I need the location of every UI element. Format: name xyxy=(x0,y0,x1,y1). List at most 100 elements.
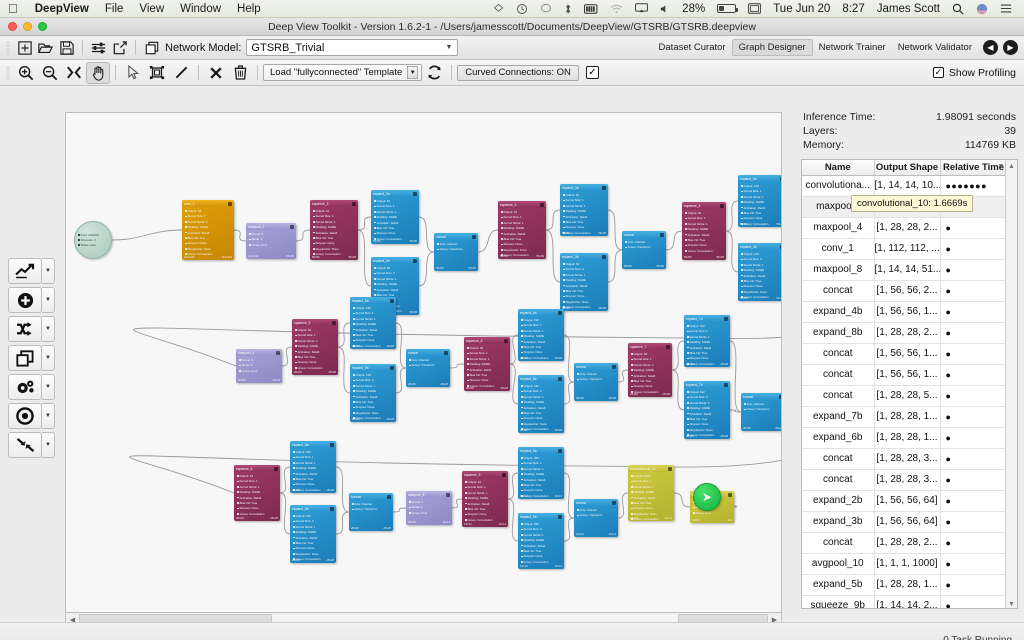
close-window-button[interactable] xyxy=(8,22,17,31)
select-box-icon[interactable] xyxy=(145,62,169,84)
mode-network-validator[interactable]: Network Validator xyxy=(897,42,972,53)
show-profiling-checkbox[interactable]: ✓ xyxy=(932,67,944,78)
node-menu-icon[interactable] xyxy=(558,448,562,453)
graph-end-node[interactable]: ➤ xyxy=(693,483,721,511)
fit-icon[interactable] xyxy=(62,62,86,84)
table-row[interactable]: expand_8b [1, 28, 28, 2... ● xyxy=(802,322,1008,344)
chevron-down-icon[interactable]: ▼ xyxy=(42,374,55,400)
node-menu-icon[interactable] xyxy=(602,185,606,190)
menu-help[interactable]: Help xyxy=(227,2,261,15)
node-menu-icon[interactable] xyxy=(558,376,562,381)
graph-node-concat_7[interactable]: concat Axis: channel Group: Transform 28x28… xyxy=(741,393,781,431)
line-icon[interactable] xyxy=(169,62,193,84)
zoom-out-icon[interactable] xyxy=(38,62,62,84)
graph-node-squeeze_4[interactable]: squeeze_4 Output: 32 Kernel Size: 1 Kernel … xyxy=(682,202,726,260)
bluetooth-icon[interactable] xyxy=(558,3,578,15)
target-dot-icon[interactable] xyxy=(8,403,42,429)
table-row[interactable]: avgpool_10 [1, 1, 1, 1000] ● xyxy=(802,553,1008,575)
node-menu-icon[interactable] xyxy=(444,350,448,355)
graph-node-concat_8[interactable]: concat Axis: channel Group: Transform 28x28… xyxy=(349,493,393,531)
table-row[interactable]: expand_7b [1, 28, 28, 1... ● xyxy=(802,406,1008,428)
layers-copy-icon[interactable] xyxy=(8,345,42,371)
chevron-down-icon[interactable]: ▼ xyxy=(42,432,55,458)
graph-node-expand_7b[interactable]: expand_7b Output: 192 Kernel Size: 3 Kernel… xyxy=(684,381,730,439)
scroll-down-arrow-icon[interactable]: ▼ xyxy=(1008,600,1015,608)
next-arrow-icon[interactable]: ▶ xyxy=(1003,40,1018,55)
table-row[interactable]: concat [1, 56, 56, 2... ● xyxy=(802,280,1008,302)
chevron-down-icon[interactable]: ▼ xyxy=(407,66,419,79)
menu-app-name[interactable]: DeepView xyxy=(25,2,89,15)
table-row[interactable]: expand_4b [1, 56, 56, 1... ● xyxy=(802,301,1008,323)
wifi-icon[interactable] xyxy=(604,4,629,14)
node-menu-icon[interactable] xyxy=(387,494,391,499)
graph-node-expand_3a[interactable]: expand_3a Output: 64 Kernel Size: 1 Kernel … xyxy=(560,184,608,236)
column-header-name[interactable]: Name xyxy=(802,160,875,176)
volume-icon[interactable] xyxy=(654,4,676,14)
node-menu-icon[interactable] xyxy=(612,364,616,369)
palette-item-gears[interactable]: ▼ xyxy=(8,374,62,400)
scroll-up-arrow-icon[interactable]: ▲ xyxy=(1008,162,1015,170)
node-menu-icon[interactable] xyxy=(472,234,476,239)
graph-node-concat_5[interactable]: concat Axis: channel Group: Transform 28x28… xyxy=(406,349,450,387)
node-menu-icon[interactable] xyxy=(332,320,336,325)
table-row[interactable]: concat [1, 28, 28, 3... ● xyxy=(802,448,1008,470)
search-icon[interactable] xyxy=(946,3,970,15)
delete-x-icon[interactable] xyxy=(204,62,228,84)
settings-sliders-icon[interactable] xyxy=(88,38,109,57)
graph-toolbar-grip[interactable] xyxy=(6,65,10,80)
dropbox-icon[interactable] xyxy=(487,3,510,14)
table-row[interactable]: expand_2b [1, 56, 56, 64] ● xyxy=(802,490,1008,512)
graph-node-convolutional_10[interactable]: convolutional_10 Output: 1000 Kernel Size:… xyxy=(628,465,674,521)
displays-icon[interactable] xyxy=(742,3,767,14)
new-icon[interactable] xyxy=(14,38,35,57)
battery-icon[interactable] xyxy=(711,4,742,13)
graph-node-expand_2a[interactable]: expand_2a Output: 64 Kernel Size: 1 Kernel … xyxy=(371,190,419,244)
shuffle-icon[interactable] xyxy=(8,316,42,342)
maximize-window-button[interactable] xyxy=(38,22,47,31)
graph-node-concat_6[interactable]: concat Axis: channel Group: Transform 28x28… xyxy=(574,363,618,401)
graph-node-expand_9a[interactable]: expand_9a Output: 256 Kernel Size: 1 Kernel… xyxy=(518,447,564,499)
table-row[interactable]: squeeze_9b [1, 14, 14, 2... ● xyxy=(802,595,1008,608)
table-row[interactable]: expand_5b [1, 28, 28, 1... ● xyxy=(802,574,1008,596)
chevron-down-icon[interactable]: ▼ xyxy=(42,345,55,371)
table-vertical-scrollbar[interactable]: ▲ ▼ xyxy=(1005,160,1017,608)
graph-node-maxpool_1[interactable]: maxpool_1 Kernel: 3 Stride: 2 Group: Pool 11… xyxy=(246,223,296,259)
palette-item-add[interactable]: ▼ xyxy=(8,287,62,313)
user-switch-icon[interactable] xyxy=(970,3,994,15)
table-row[interactable]: maxpool_8 [1, 14, 14, 51... ● xyxy=(802,259,1008,281)
node-menu-icon[interactable] xyxy=(668,466,672,471)
table-row[interactable]: concat [1, 56, 56, 1... ● xyxy=(802,343,1008,365)
palette-item-target[interactable]: ▼ xyxy=(8,403,62,429)
pointer-icon[interactable] xyxy=(121,62,145,84)
palette-item-layers[interactable]: ▼ xyxy=(8,345,62,371)
gears-icon[interactable] xyxy=(8,374,42,400)
table-row[interactable]: concat [1, 28, 28, 2... ● xyxy=(802,532,1008,554)
graph-node-expand_7a[interactable]: expand_7a Output: 192 Kernel Size: 1 Kernel… xyxy=(684,315,730,367)
time-machine-icon[interactable] xyxy=(510,3,534,15)
table-row[interactable]: conv_1 [1, 112, 112, ... ● xyxy=(802,238,1008,260)
copy-icon[interactable] xyxy=(141,38,162,57)
table-row[interactable]: convolutiona... [1, 14, 14, 10... ●●●●●●● xyxy=(802,175,1008,197)
scroll-left-arrow-icon[interactable]: ◀ xyxy=(69,616,76,624)
node-menu-icon[interactable] xyxy=(780,176,781,181)
zoom-in-icon[interactable] xyxy=(14,62,38,84)
node-menu-icon[interactable] xyxy=(612,500,616,505)
node-menu-icon[interactable] xyxy=(413,258,417,263)
graph-node-squeeze_9[interactable]: squeeze_9 Output: 64 Kernel Size: 1 Kernel … xyxy=(462,471,508,527)
table-row[interactable]: expand_3b [1, 56, 56, 64] ● xyxy=(802,511,1008,533)
graph-node-expand_8a[interactable]: expand_8a Output: 256 Kernel Size: 1 Kernel… xyxy=(290,441,336,493)
table-row[interactable]: concat [1, 28, 28, 3... ● xyxy=(802,469,1008,491)
graph-node-conv_1[interactable]: conv_1 Output: 64 Kernel Size: 7 Kernel Str… xyxy=(182,200,234,260)
palette-item-collapse[interactable]: ▼ xyxy=(8,432,62,458)
column-header-relative-time[interactable]: Relative Time xyxy=(940,160,1008,176)
menubar-username[interactable]: James Scott xyxy=(876,2,940,15)
menu-view[interactable]: View xyxy=(129,2,164,15)
trend-chart-icon[interactable] xyxy=(8,258,42,284)
chat-bubble-icon[interactable] xyxy=(534,3,558,14)
refresh-icon[interactable] xyxy=(422,62,446,84)
export-icon[interactable] xyxy=(109,38,130,57)
menubar-time[interactable]: 8:27 xyxy=(842,2,865,15)
graph-node-expand_5b[interactable]: expand_5b Output: 128 Kernel Size: 3 Kernel… xyxy=(350,364,396,422)
column-header-output-shape[interactable]: Output Shape xyxy=(874,160,941,176)
node-menu-icon[interactable] xyxy=(413,191,417,196)
